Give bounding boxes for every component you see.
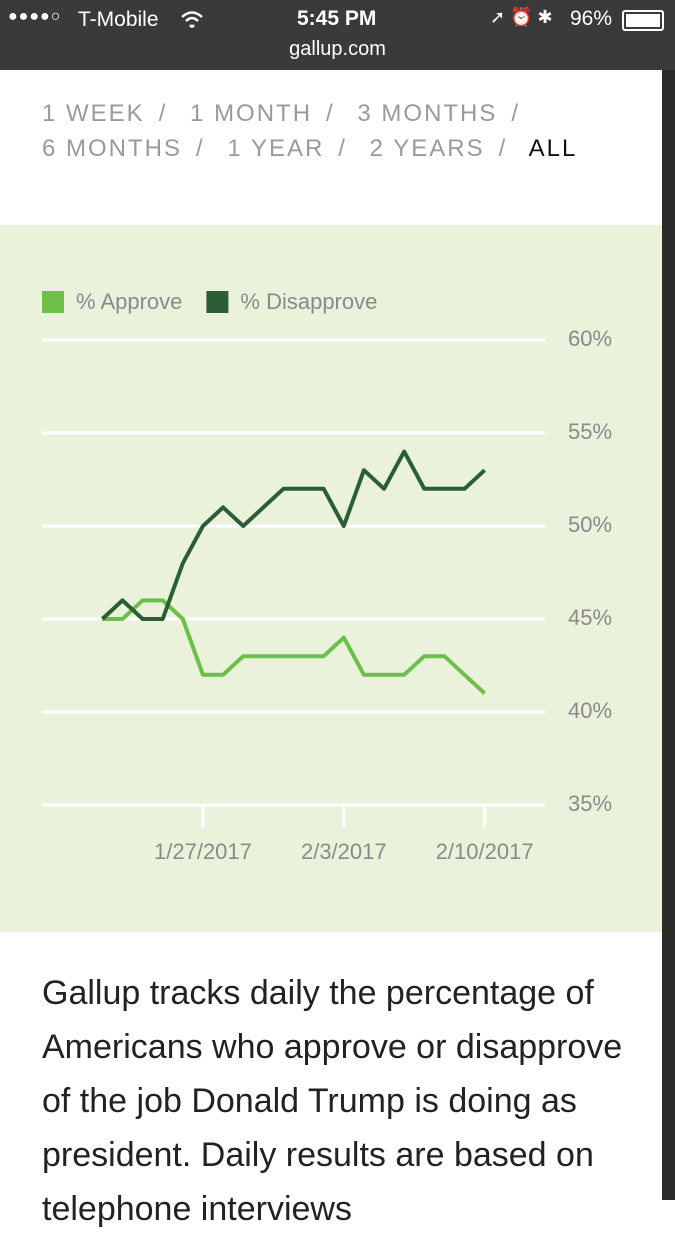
battery-percent: 96% xyxy=(570,7,613,30)
description: Gallup tracks daily the percentage of Am… xyxy=(42,974,623,1228)
legend-swatch xyxy=(206,291,229,313)
y-tick-label: 60% xyxy=(568,326,612,351)
range-option[interactable]: 1 MONTH xyxy=(190,100,313,127)
url[interactable]: gallup.com xyxy=(289,38,386,60)
y-tick-label: 35% xyxy=(568,791,612,816)
carrier: T-Mobile xyxy=(78,8,159,31)
wifi-icon xyxy=(181,11,203,28)
x-tick-label: 2/3/2017 xyxy=(301,839,387,864)
separator: / xyxy=(498,135,508,162)
series-line xyxy=(101,449,486,621)
legend-label: % Approve xyxy=(76,289,182,314)
chart: 35% 40% 45% 50% 55% 60% 1/27/2017 2/3/2017 2/10/… xyxy=(0,225,662,932)
clock: 5:45 PM xyxy=(297,7,377,30)
range-option[interactable]: 3 MONTHS xyxy=(357,100,498,127)
x-tick-label: 2/10/2017 xyxy=(436,839,534,864)
separator: / xyxy=(196,135,205,162)
range-nav: 1 WEEK/ 1 MONTH/ 3 MONTHS/ 6 MONTHS/ 1 Y… xyxy=(42,96,582,166)
status-bar: ●●●●○ T-Mobile 5:45 PM ➚ ⏰ ✱ 96% gallup.… xyxy=(0,0,675,70)
separator: / xyxy=(338,135,347,162)
y-tick-label: 55% xyxy=(568,419,612,444)
x-tick-label: 1/27/2017 xyxy=(154,839,252,864)
status-icons: ➚ ⏰ ✱ xyxy=(490,7,553,27)
y-tick-label: 40% xyxy=(568,698,612,723)
legend-swatch xyxy=(42,291,64,313)
range-option[interactable]: 1 YEAR xyxy=(227,135,325,162)
range-option[interactable]: 6 MONTHS xyxy=(42,135,183,162)
range-option[interactable]: ALL xyxy=(528,135,578,162)
legend-label: % Disapprove xyxy=(240,289,377,314)
scroll-edge xyxy=(662,70,675,1200)
series-line xyxy=(102,598,486,695)
separator: / xyxy=(511,100,521,127)
range-option[interactable]: 2 YEARS xyxy=(369,135,485,162)
battery-icon xyxy=(622,10,664,31)
y-tick-label: 45% xyxy=(568,605,612,630)
chart-panel: 35% 40% 45% 50% 55% 60% 1/27/2017 2/3/2017 2/10/… xyxy=(0,225,662,932)
separator: / xyxy=(326,100,335,127)
range-option[interactable]: 1 WEEK xyxy=(42,100,145,127)
signal: ●●●●○ xyxy=(8,8,62,25)
separator: / xyxy=(158,100,168,127)
y-tick-label: 50% xyxy=(568,512,612,537)
